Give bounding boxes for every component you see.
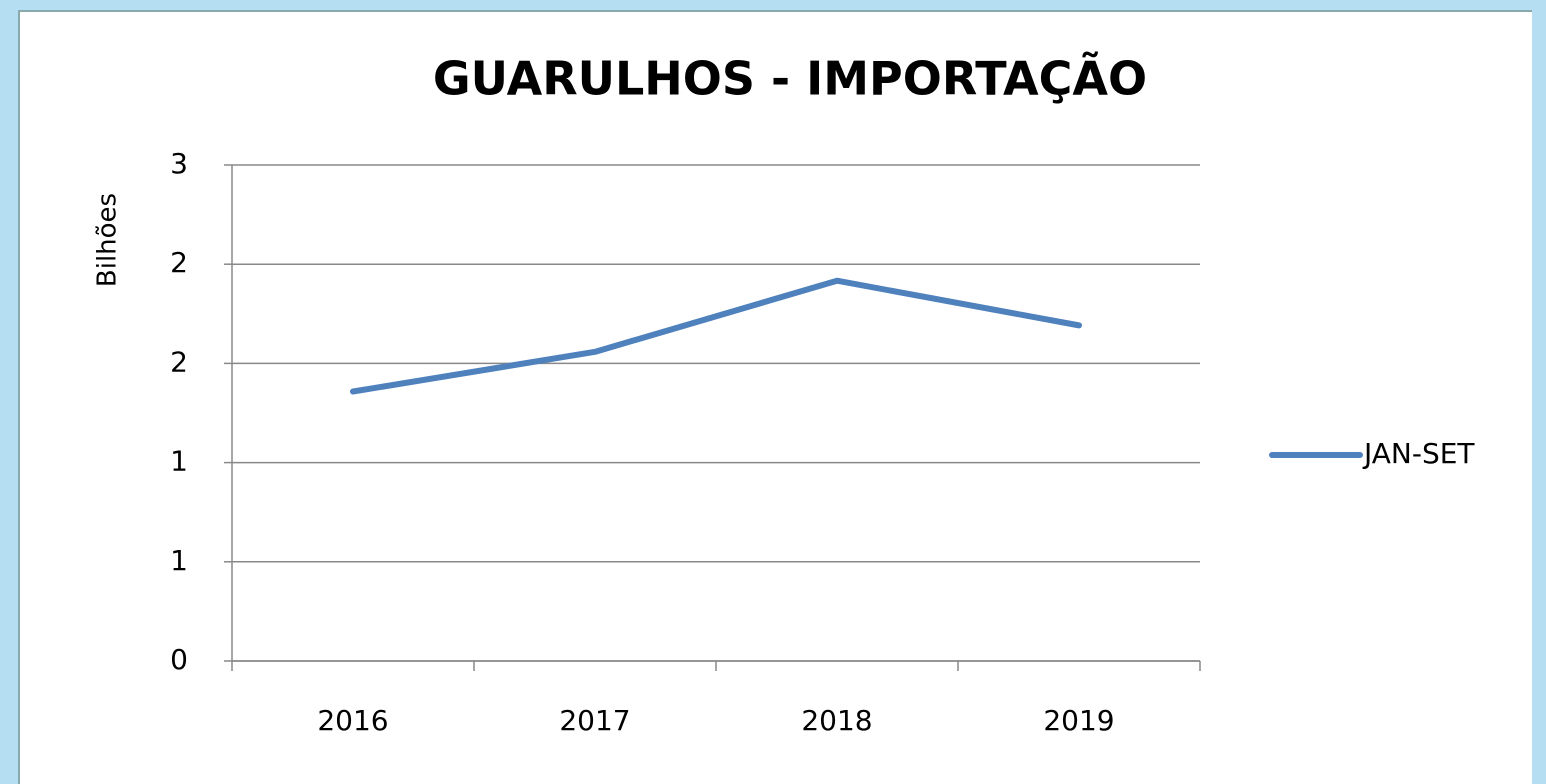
- y-tick-label: 2: [170, 246, 188, 279]
- chart-panel: [18, 10, 1532, 784]
- x-tick-label: 2016: [317, 704, 388, 737]
- chart-title: GUARULHOS - IMPORTAÇÃO: [433, 51, 1147, 106]
- y-tick-label: 2: [170, 345, 188, 378]
- x-tick-label: 2017: [559, 704, 630, 737]
- x-tick-label: 2018: [801, 704, 872, 737]
- y-tick-label: 3: [170, 147, 188, 180]
- legend-label: JAN-SET: [1362, 437, 1475, 470]
- y-tick-label: 1: [170, 544, 188, 577]
- data-line: [350, 277, 1082, 395]
- y-tick-label: 0: [170, 643, 188, 676]
- y-tick-label: 1: [170, 445, 188, 478]
- x-tick-label: 2019: [1043, 704, 1114, 737]
- y-axis-label: Bilhões: [93, 193, 123, 287]
